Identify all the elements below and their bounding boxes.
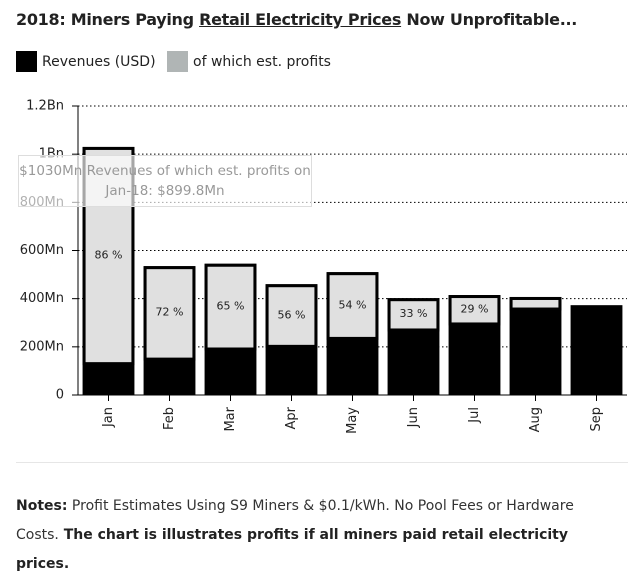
title-part: Now Unprofitable... bbox=[401, 10, 578, 29]
profit-share-label: 72 % bbox=[156, 306, 184, 319]
page: {"chart_data": {"type": "bar", "title": … bbox=[16, 10, 628, 572]
y-tick-label: 1.2Bn bbox=[26, 99, 64, 114]
legend-label: Revenues (USD) bbox=[42, 54, 156, 70]
x-tick-label: May bbox=[345, 407, 360, 434]
profit-bar bbox=[265, 284, 318, 348]
x-tick-label: Apr bbox=[284, 406, 299, 429]
notes-bold: The chart is illustrates profits if all … bbox=[16, 527, 568, 572]
separator bbox=[16, 462, 628, 463]
profit-share-label: 33 % bbox=[400, 307, 428, 320]
x-tick-label: Jan bbox=[101, 407, 116, 428]
y-tick-label: 600Mn bbox=[20, 243, 64, 258]
profit-bar bbox=[143, 266, 196, 361]
y-tick-label: 0 bbox=[56, 388, 64, 403]
x-tick-label: Feb bbox=[162, 407, 177, 430]
legend-label: of which est. profits bbox=[193, 54, 331, 70]
x-tick-label: Mar bbox=[223, 406, 238, 431]
notes-text: Profit Estimates Using S9 Miners & $0.1/… bbox=[16, 498, 574, 543]
profit-share-label: 86 % bbox=[95, 248, 123, 261]
y-tick-label: 200Mn bbox=[20, 339, 64, 354]
x-tick-label: Aug bbox=[528, 407, 543, 432]
legend-swatch bbox=[16, 51, 37, 72]
profit-share-label: 65 % bbox=[217, 299, 245, 312]
notes-label: Notes: bbox=[16, 498, 68, 514]
x-tick-label: Jul bbox=[467, 407, 482, 424]
profit-bar bbox=[387, 298, 440, 332]
profit-share-label: 56 % bbox=[278, 308, 306, 321]
profit-bar bbox=[509, 296, 562, 311]
revenue-bar bbox=[509, 296, 562, 395]
notes: Notes: Profit Estimates Using S9 Miners … bbox=[16, 492, 616, 579]
title-link[interactable]: Retail Electricity Prices bbox=[199, 10, 402, 29]
chart: Revenues (USD) of which est. profits 0 200M… bbox=[16, 51, 627, 434]
title-part: 2018: Miners Paying bbox=[16, 10, 200, 29]
tooltip: $1030Mn Revenues of which est. profits o… bbox=[18, 155, 312, 207]
profit-bar bbox=[204, 263, 257, 351]
x-tick-label: Jun bbox=[406, 407, 421, 428]
x-tick-label: Sep bbox=[589, 407, 604, 432]
profit-share-label: 29 % bbox=[461, 303, 489, 316]
chart-title: 2018: Miners Paying Retail Electricity P… bbox=[16, 10, 577, 29]
revenue-bar bbox=[570, 305, 623, 395]
legend-swatch bbox=[167, 51, 188, 72]
profit-share-label: 54 % bbox=[339, 298, 367, 311]
profit-bar bbox=[448, 295, 501, 326]
profit-bar bbox=[326, 272, 379, 340]
y-tick-label: 400Mn bbox=[20, 291, 64, 306]
